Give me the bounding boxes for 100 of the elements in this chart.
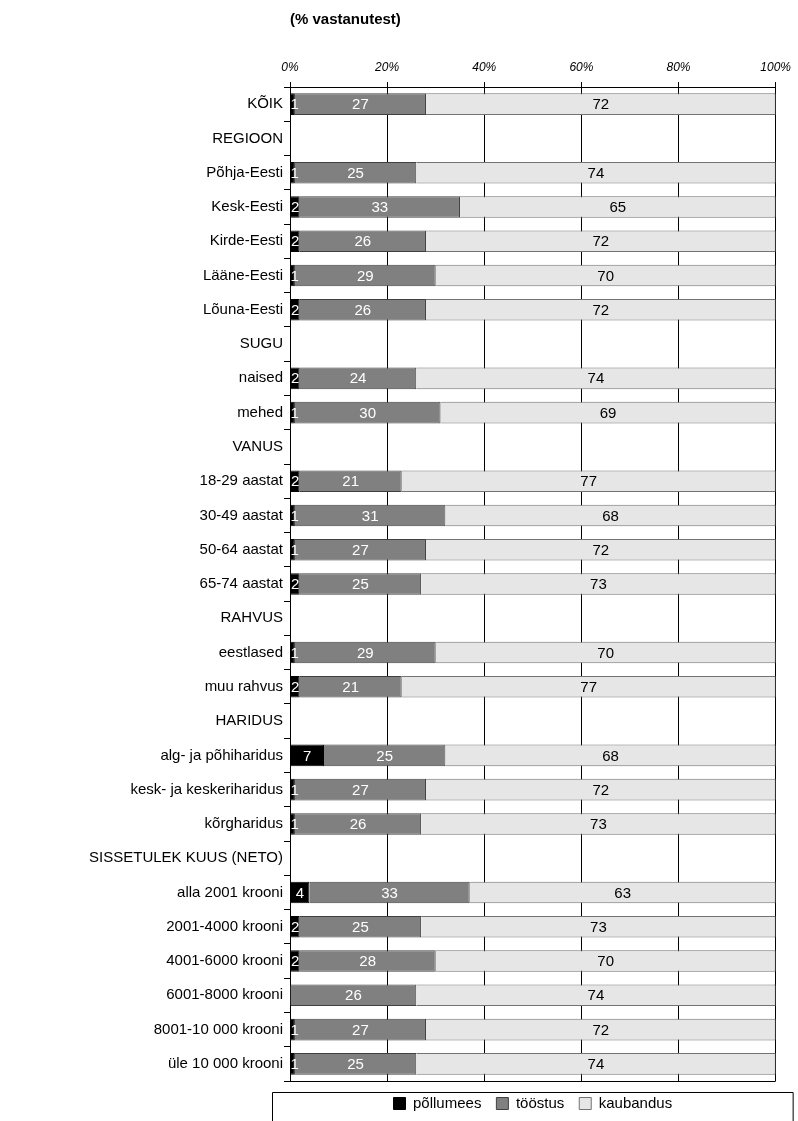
legend-label: kaubandus [598, 1093, 673, 1111]
y-tick-label: Kesk-Eesti [211, 197, 283, 215]
data-label: 2 [290, 952, 300, 970]
data-label: 1 [290, 780, 299, 798]
y-tick-label: üle 10 000 krooni [167, 1054, 283, 1071]
data-label: 74 [587, 163, 605, 181]
data-label: 65 [609, 198, 627, 216]
data-label: 33 [381, 883, 398, 901]
data-label: 25 [352, 575, 369, 593]
data-label: 68 [602, 746, 619, 764]
x-tick-label: 0% [281, 60, 299, 75]
x-tick-label: 20% [374, 60, 400, 75]
y-tick-label: 30-49 aastat [199, 505, 284, 523]
x-tick-label: 80% [666, 60, 691, 75]
data-label: 72 [592, 540, 610, 558]
data-label: 1 [290, 815, 299, 833]
data-label: 25 [376, 746, 394, 764]
y-tick-label: mehed [237, 402, 283, 420]
y-tick-label: VANUS [232, 437, 283, 455]
data-label: 26 [354, 232, 372, 250]
y-tick-label: Kirde-Eesti [209, 231, 283, 249]
data-label: 4 [295, 883, 305, 901]
bar [290, 744, 324, 767]
data-label: 1 [290, 266, 299, 284]
data-label: 27 [352, 540, 369, 558]
data-label: 25 [352, 917, 369, 935]
data-label: 2 [290, 575, 300, 593]
data-label: 63 [614, 883, 632, 901]
data-label: 2 [290, 677, 300, 695]
data-label: 26 [354, 300, 372, 318]
data-label: 33 [371, 198, 389, 216]
data-label: 70 [597, 643, 615, 661]
data-label: 69 [599, 403, 617, 421]
data-label: 28 [359, 952, 377, 970]
y-tick-label: RAHVUS [220, 608, 283, 626]
data-label: 29 [356, 643, 374, 661]
y-tick-label: Lääne-Eesti [202, 265, 283, 283]
y-tick-label: KÕIK [247, 94, 283, 112]
data-label: 2 [290, 917, 300, 935]
data-label: 27 [352, 1020, 369, 1038]
data-label: 1 [290, 643, 299, 661]
data-label: 73 [590, 815, 607, 833]
data-label: 29 [356, 266, 374, 284]
data-label: 74 [587, 986, 605, 1004]
y-tick-label: 65-74 aastat [199, 574, 284, 592]
y-tick-label: 4001-6000 krooni [166, 951, 283, 969]
data-label: 1 [290, 163, 299, 181]
data-label: 31 [361, 506, 379, 524]
y-tick-label: muu rahvus [204, 676, 283, 694]
y-tick-label: 6001-8000 krooni [166, 985, 283, 1003]
y-tick-label: eestlased [218, 642, 283, 660]
data-label: 1 [290, 1020, 299, 1038]
data-label: 72 [592, 1020, 610, 1038]
y-tick-label: Lõuna-Eesti [202, 299, 283, 317]
data-label: 26 [349, 815, 367, 833]
data-label: 1 [290, 540, 299, 558]
y-tick-label: kõrgharidus [204, 814, 283, 832]
y-tick-label: REGIOON [212, 128, 283, 146]
data-label: 74 [587, 369, 605, 387]
data-label: 74 [587, 1055, 605, 1072]
data-label: 2 [290, 232, 300, 250]
data-label: 68 [602, 506, 619, 524]
data-label: 1 [290, 95, 299, 113]
data-label: 1 [290, 506, 299, 524]
data-label: 26 [345, 986, 362, 1004]
data-label: 27 [352, 780, 369, 798]
legend-label: tööstus [515, 1093, 565, 1111]
data-label: 1 [290, 403, 299, 421]
data-label: 30 [359, 403, 377, 421]
y-tick-label: 2001-4000 krooni [166, 916, 283, 934]
chart-title: (% vastanutest) [290, 10, 401, 28]
y-tick-label: 8001-10 000 krooni [153, 1019, 283, 1037]
data-label: 73 [590, 917, 607, 935]
data-label: 72 [592, 300, 610, 318]
data-label: 72 [592, 95, 610, 113]
x-tick-label: 40% [472, 60, 497, 75]
data-label: 2 [290, 369, 300, 387]
data-label: 25 [347, 163, 364, 181]
data-label: 77 [580, 472, 598, 490]
x-tick-label: 100% [760, 60, 792, 75]
y-tick-label: Põhja-Eesti [206, 162, 283, 180]
data-label: 24 [349, 369, 367, 387]
y-tick-label: HARIDUS [215, 711, 283, 729]
y-tick-label: alg- ja põhiharidus [160, 745, 283, 763]
data-label: 73 [590, 575, 607, 593]
data-label: 70 [597, 266, 615, 284]
data-label: 25 [347, 1055, 364, 1072]
data-label: 2 [290, 300, 300, 318]
data-label: 72 [592, 232, 610, 250]
y-tick-label: alla 2001 krooni [177, 882, 283, 900]
data-label: 21 [342, 677, 360, 695]
y-tick-label: naised [238, 368, 283, 386]
data-label: 77 [580, 677, 598, 695]
data-label: 70 [597, 952, 615, 970]
data-label: 2 [290, 472, 300, 490]
data-label: 72 [592, 780, 610, 798]
data-label: 2 [290, 198, 300, 216]
data-label: 27 [352, 95, 369, 113]
x-tick-label: 60% [569, 60, 594, 75]
y-tick-label: 50-64 aastat [199, 539, 284, 557]
